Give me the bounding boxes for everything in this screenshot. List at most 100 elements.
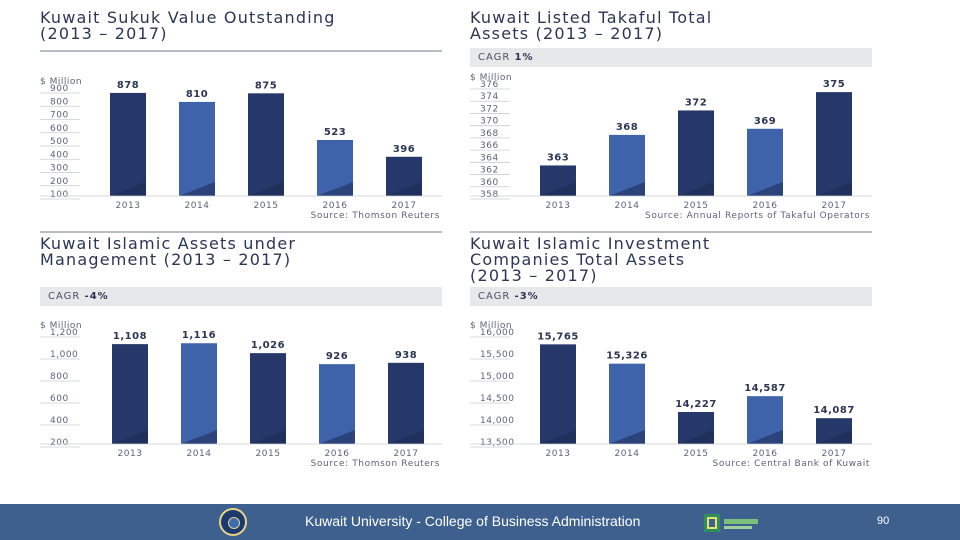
x-tick-label: 2016 [753,201,778,211]
chart-panel-sukuk: Kuwait Sukuk Value Outstanding (2013 – 2… [40,10,442,225]
divider [470,231,872,233]
chart-title-line: (2013 – 2017) [470,266,598,285]
chart-panel-investment: Kuwait Islamic Investment Companies Tota… [470,231,872,471]
data-label: 15,326 [606,351,648,362]
x-tick-label: 2013 [546,201,571,211]
data-label: 375 [823,79,845,90]
bar-chart-sukuk: $ Million 100 200 300 400 500 600 700 800 900 878 2… [40,77,442,221]
x-tick-label: 2017 [392,201,417,211]
data-label: 372 [685,97,707,108]
source-label: Source: Thomson Reuters [311,459,440,469]
y-tick-label: 800 [50,97,69,107]
data-label: 1,026 [251,340,285,351]
bar-chart-aum: $ Million 200 400 600 800 1,000 1,200 1,108 2013… [40,321,442,469]
y-tick-label: 362 [480,166,499,176]
aacsb-logo-icon [704,514,758,532]
bar [540,344,576,444]
x-tick-label: 2015 [256,449,281,459]
y-tick-label: 15,000 [480,372,515,382]
bar-chart-takaful: $ Million 358 360 362 364 366 368 370 372 374 376 3… [470,73,872,221]
university-seal-icon [219,508,247,536]
data-label: 14,227 [675,399,717,410]
y-axis-label: $ Million [470,321,512,331]
bar-shade [112,430,148,444]
bar-shade [747,430,783,444]
bar-shade [678,430,714,444]
y-tick-label: 372 [480,104,499,114]
chart-title-line: Kuwait Islamic Assets under [40,234,297,253]
data-label: 875 [255,80,277,91]
x-tick-label: 2013 [118,449,143,459]
x-tick-label: 2013 [116,201,141,211]
x-tick-label: 2017 [822,449,847,459]
cagr-value: -3% [514,291,539,302]
x-tick-label: 2015 [684,201,709,211]
y-tick-label: 14,000 [480,416,515,426]
y-tick-label: 900 [50,84,69,94]
cagr-label: CAGR [478,52,511,63]
chart-title-line: Kuwait Listed Takaful Total [470,8,713,27]
y-tick-label: 500 [50,137,69,147]
x-tick-label: 2016 [325,449,350,459]
chart-title-line: (2013 – 2017) [40,24,168,43]
bar [609,363,645,444]
y-tick-label: 400 [50,416,69,426]
bar [179,101,215,196]
bar-shade [319,430,355,444]
chart-title-line: Kuwait Islamic Investment [470,234,711,253]
y-tick-label: 370 [480,117,499,127]
cagr-value: 1% [514,52,534,63]
bar [248,93,284,196]
bar-shade [110,182,146,196]
chart-title: Kuwait Listed Takaful Total Assets (2013… [470,10,872,42]
bar [181,343,217,444]
data-label: 1,116 [182,330,216,341]
y-tick-label: 1,200 [50,328,78,338]
bar [319,364,355,444]
x-tick-label: 2016 [323,201,348,211]
chart-title: Kuwait Islamic Assets under Management (… [40,236,442,268]
bar-shade [388,430,424,444]
bar [110,92,146,196]
data-label: 926 [326,351,348,362]
cagr-label: CAGR [478,291,511,302]
x-tick-label: 2014 [615,449,640,459]
cagr-bar: CAGR -3% [470,287,872,306]
source-label: Source: Annual Reports of Takaful Operat… [645,211,870,221]
y-tick-label: 700 [50,111,69,121]
bar-shade [609,182,645,196]
chart-panel-aum: Kuwait Islamic Assets under Management (… [40,231,442,471]
data-label: 15,765 [537,331,579,342]
x-tick-label: 2015 [254,201,279,211]
bar [388,362,424,444]
y-tick-label: 368 [480,129,499,139]
x-tick-label: 2015 [684,449,709,459]
data-label: 938 [395,350,417,361]
bar-shade [248,182,284,196]
chart-title-line: Kuwait Sukuk Value Outstanding [40,8,336,27]
y-tick-label: 300 [50,164,69,174]
bar-shade [386,182,422,196]
y-tick-label: 360 [480,178,499,188]
bar-shade [179,182,215,196]
y-tick-label: 200 [50,177,69,187]
bar-shade [540,182,576,196]
x-tick-label: 2013 [546,449,571,459]
y-tick-label: 1,000 [50,350,78,360]
bar-shade [250,430,286,444]
x-tick-label: 2014 [615,201,640,211]
bar-shade [609,430,645,444]
y-tick-label: 364 [480,153,499,163]
chart-title: Kuwait Islamic Investment Companies Tota… [470,236,872,284]
x-tick-label: 2016 [753,449,778,459]
y-tick-label: 600 [50,124,69,134]
x-tick-label: 2014 [185,201,210,211]
y-tick-label: 200 [50,438,69,448]
y-tick-label: 16,000 [480,328,515,338]
bar-shade [747,182,783,196]
chart-panel-takaful: Kuwait Listed Takaful Total Assets (2013… [470,10,872,225]
bar [816,92,852,196]
footer-bar: Kuwait University - College of Business … [0,504,960,540]
y-tick-label: 800 [50,372,69,382]
x-tick-label: 2017 [822,201,847,211]
